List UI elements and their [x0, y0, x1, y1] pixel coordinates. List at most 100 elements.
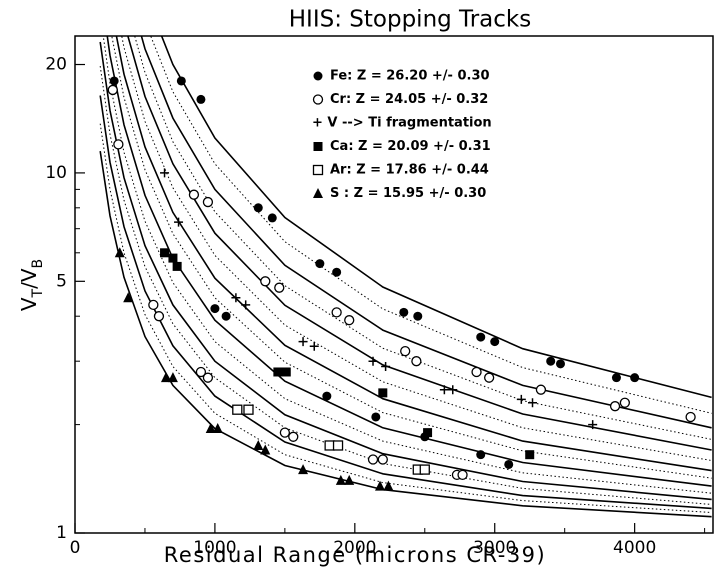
curve — [160, 36, 712, 399]
point — [109, 76, 119, 86]
x-axis-label: Residual Range (microns CR-39) — [164, 543, 546, 567]
curve — [127, 36, 712, 451]
point — [344, 474, 355, 485]
point — [423, 428, 433, 438]
x-tick-label: 4000 — [613, 538, 656, 558]
point — [196, 94, 206, 104]
point — [298, 337, 308, 347]
point — [535, 384, 547, 395]
point — [555, 359, 565, 369]
legend-label: + V --> Ti fragmentation — [312, 116, 492, 131]
point — [609, 401, 621, 412]
legend-marker — [313, 71, 323, 81]
point — [332, 267, 342, 277]
point — [253, 439, 264, 450]
point — [274, 282, 285, 293]
point — [168, 253, 178, 263]
point — [273, 367, 283, 377]
point — [448, 385, 458, 395]
point — [298, 464, 309, 475]
point — [148, 299, 159, 311]
point — [160, 372, 171, 383]
point — [471, 366, 482, 378]
point — [685, 411, 696, 423]
point — [309, 341, 319, 351]
point — [483, 372, 495, 383]
x-tick-label: 3000 — [473, 538, 516, 558]
point — [322, 391, 332, 401]
legend-marker — [313, 188, 323, 198]
point — [232, 404, 243, 415]
point — [476, 450, 486, 460]
point — [279, 427, 291, 438]
point — [368, 356, 378, 366]
y-axis-label-part: T — [30, 288, 46, 298]
point — [371, 412, 381, 422]
point — [399, 307, 409, 317]
point — [331, 307, 342, 318]
point — [260, 276, 271, 287]
point — [367, 454, 379, 465]
point — [457, 469, 468, 481]
y-axis-label-part: /V — [17, 268, 41, 289]
point — [504, 459, 514, 469]
point — [241, 300, 251, 310]
point — [344, 315, 355, 326]
legend-label: Cr: Z = 24.05 +/- 0.32 — [330, 92, 488, 107]
point — [153, 311, 165, 322]
curve — [150, 36, 712, 414]
point — [107, 84, 118, 96]
point — [377, 454, 388, 465]
x-tick-label: 1000 — [193, 538, 236, 558]
legend-label: Fe: Z = 26.20 +/- 0.30 — [330, 69, 490, 84]
legend-marker — [312, 164, 324, 176]
point — [202, 196, 214, 208]
point — [381, 361, 391, 371]
curve — [99, 123, 712, 513]
point — [221, 311, 231, 321]
point — [176, 76, 186, 86]
point — [324, 440, 335, 451]
point — [114, 247, 125, 258]
point — [630, 373, 640, 383]
curve — [99, 150, 712, 518]
point — [383, 480, 394, 491]
y-tick-label: 1 — [56, 523, 67, 543]
point — [113, 139, 124, 150]
point — [195, 366, 207, 378]
point — [281, 367, 291, 377]
point — [378, 388, 388, 398]
point — [231, 293, 241, 303]
point — [490, 337, 500, 347]
legend-label: S : Z = 15.95 +/- 0.30 — [330, 186, 486, 201]
curve — [99, 95, 712, 510]
point — [253, 203, 263, 213]
point — [267, 213, 277, 223]
point — [439, 385, 449, 395]
y-tick-label: 20 — [45, 55, 67, 75]
point — [611, 373, 621, 383]
point — [546, 356, 556, 366]
x-tick-label: 0 — [70, 538, 81, 558]
point — [413, 311, 423, 321]
point — [243, 404, 254, 415]
point — [332, 440, 344, 451]
chart-title: HIIS: Stopping Tracks — [289, 7, 531, 33]
point — [619, 397, 631, 408]
point — [588, 420, 598, 430]
curve — [121, 36, 712, 461]
curves — [99, 36, 712, 518]
point — [516, 394, 526, 404]
point — [212, 423, 223, 434]
point — [160, 168, 170, 178]
point — [210, 304, 220, 314]
x-tick-label: 2000 — [333, 538, 376, 558]
point — [315, 259, 325, 269]
point — [335, 474, 346, 485]
curve — [111, 36, 712, 479]
point — [525, 450, 535, 460]
point — [205, 423, 216, 434]
curve — [102, 36, 712, 494]
curve — [115, 36, 712, 472]
point — [260, 444, 271, 455]
